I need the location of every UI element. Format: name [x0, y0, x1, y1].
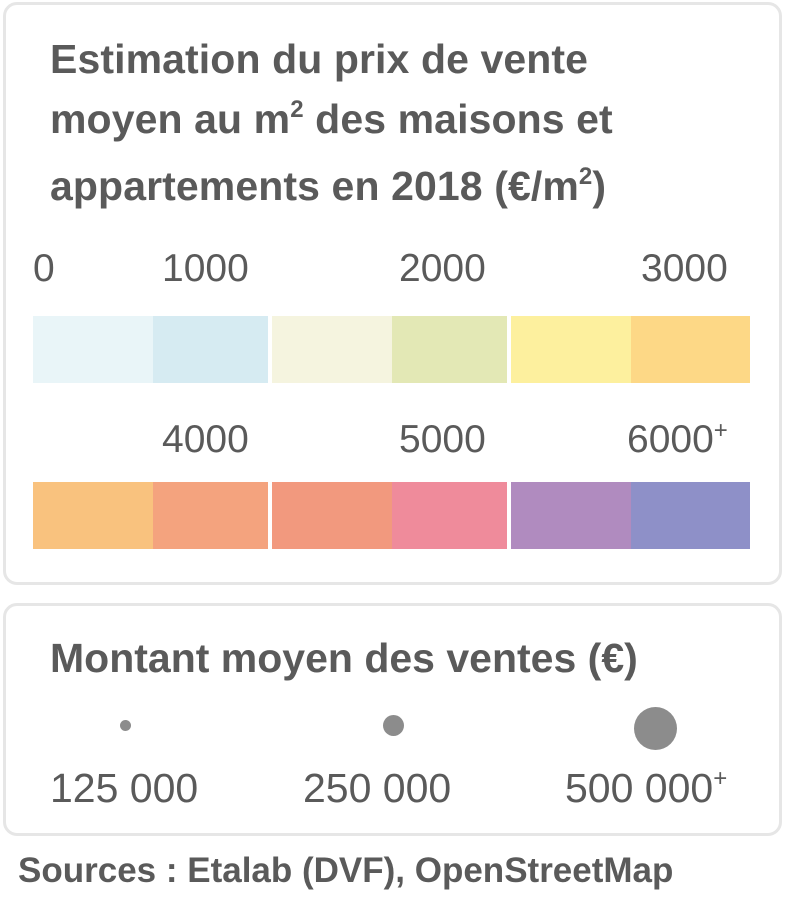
price-row1-swatch-3 [272, 316, 392, 383]
tick-label-2000: 2000 [399, 247, 486, 290]
price-color-scale-row-2 [33, 482, 754, 549]
tick-label-6000-sup: + [713, 417, 728, 444]
bubble-medium [383, 715, 404, 736]
price-title-line-3-sup: 2 [578, 163, 593, 190]
bubble-label-250000-text: 250 000 [303, 765, 452, 811]
price-title-line-3: appartements en 2018 (€/m2) [50, 156, 770, 223]
price-title-line-3-b: ) [592, 163, 607, 209]
bubble-label-500000-sup: + [713, 765, 728, 792]
bubble-large [634, 707, 677, 750]
bubble-label-500000-plus: 500 000+ [565, 765, 727, 818]
tick-label-6000-plus: 6000+ [627, 417, 728, 467]
price-title-line-2: moyen au m2 des maisons et [50, 89, 770, 156]
bubble-small [120, 720, 131, 731]
tick-label-0: 0 [33, 247, 55, 290]
price-row2-swatch-6 [631, 482, 750, 549]
bubble-label-125000: 125 000 [50, 765, 198, 811]
tick-label-1000: 1000 [162, 247, 249, 290]
price-title-line-2-a: moyen au m [50, 96, 291, 142]
sources-credit: Sources : Etalab (DVF), OpenStreetMap [18, 851, 674, 890]
price-row2-swatch-3 [272, 482, 392, 549]
price-row2-swatch-1 [33, 482, 153, 549]
bubble-label-500000-text: 500 000 [565, 765, 714, 811]
tick-label-4000: 4000 [162, 418, 249, 461]
price-row1-swatch-5 [511, 316, 631, 383]
price-title-line-2-b: des maisons et [303, 96, 613, 142]
price-color-scale-row-1 [33, 316, 754, 383]
price-title-line-3-a: appartements en 2018 (€/m [50, 163, 579, 209]
sales-legend-title: Montant moyen des ventes (€) [50, 635, 638, 681]
price-row1-swatch-4 [392, 316, 507, 383]
price-legend-title: Estimation du prix de vente moyen au m2 … [50, 29, 770, 223]
price-row2-swatch-2 [153, 482, 268, 549]
tick-label-5000: 5000 [399, 418, 486, 461]
bubble-label-250000: 250 000 [303, 765, 451, 811]
bubble-label-125000-text: 125 000 [50, 765, 199, 811]
price-row1-swatch-2 [153, 316, 268, 383]
price-row2-swatch-5 [511, 482, 631, 549]
tick-label-3000: 3000 [641, 247, 728, 290]
price-title-line-2-sup: 2 [290, 96, 304, 123]
price-title-line-1: Estimation du prix de vente [50, 36, 589, 82]
price-row2-swatch-4 [392, 482, 507, 549]
tick-label-6000: 6000 [627, 418, 714, 461]
price-row1-swatch-1 [33, 316, 153, 383]
price-row1-swatch-6 [631, 316, 750, 383]
